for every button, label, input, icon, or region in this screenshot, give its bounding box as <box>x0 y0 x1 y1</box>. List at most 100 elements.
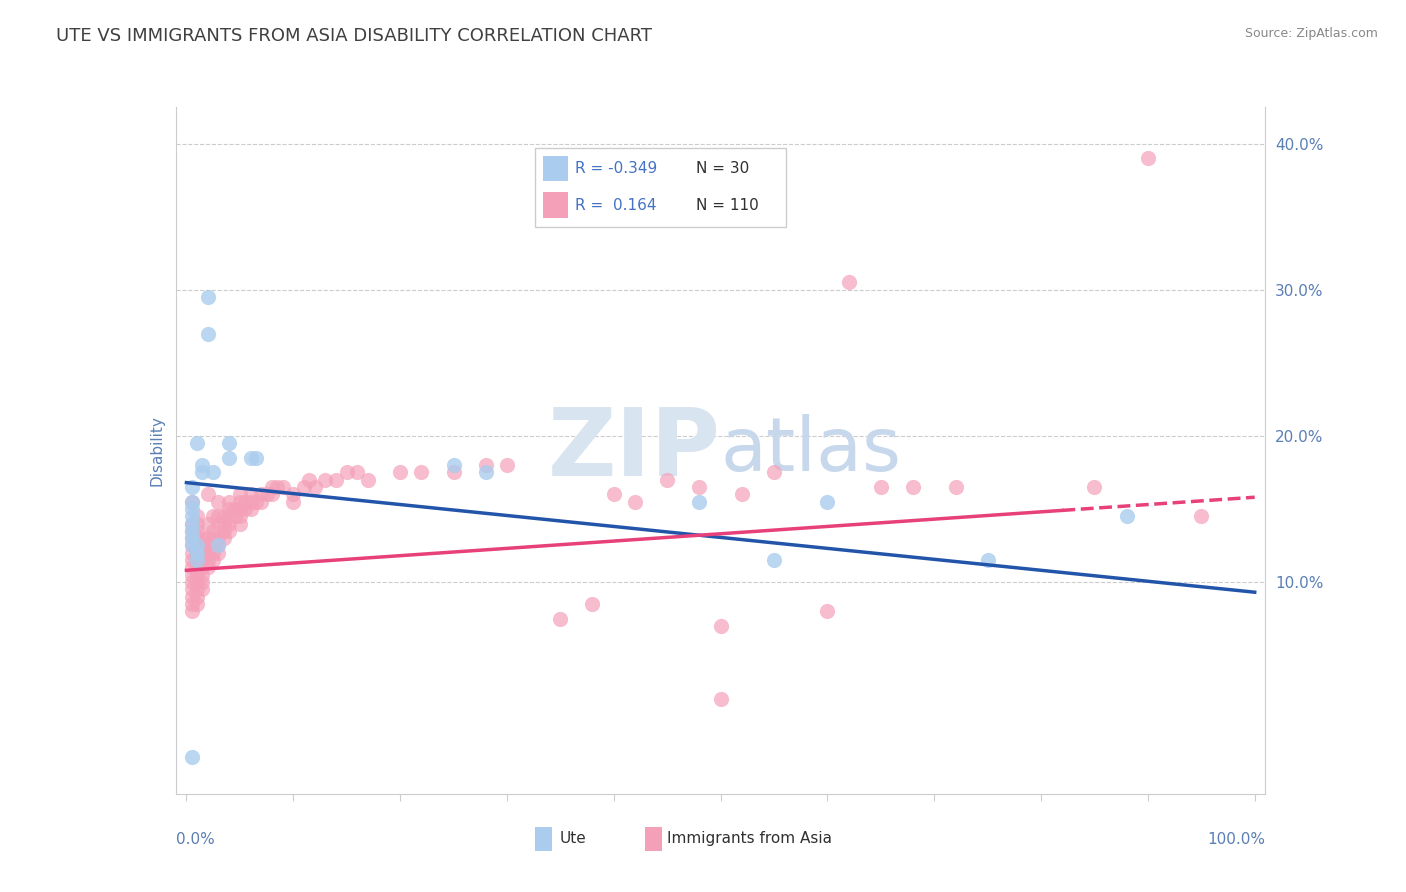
Point <box>186 546 208 560</box>
Point <box>976 553 998 567</box>
Point <box>218 436 240 450</box>
Point <box>411 466 433 480</box>
Point <box>186 553 208 567</box>
Text: N = 110: N = 110 <box>696 198 758 212</box>
Point <box>180 509 202 524</box>
Point <box>389 466 412 480</box>
Point <box>186 597 208 611</box>
Point <box>496 458 519 472</box>
Point <box>186 538 208 552</box>
Point <box>443 466 465 480</box>
Point <box>229 516 252 531</box>
Text: atlas: atlas <box>721 414 901 487</box>
Point <box>762 553 785 567</box>
Point <box>180 546 202 560</box>
Point <box>1136 151 1159 165</box>
Point <box>838 276 860 290</box>
Point <box>180 502 202 516</box>
Point <box>197 546 219 560</box>
Point <box>197 290 219 304</box>
Point <box>180 538 202 552</box>
Point <box>207 531 229 545</box>
Point <box>260 487 283 501</box>
Point <box>186 524 208 538</box>
Point <box>218 524 240 538</box>
Point <box>202 538 225 552</box>
Point <box>212 531 235 545</box>
Point <box>191 531 214 545</box>
Point <box>180 750 202 764</box>
Point <box>710 619 733 633</box>
Y-axis label: Disability: Disability <box>149 415 165 486</box>
Point <box>180 538 202 552</box>
Point <box>207 538 229 552</box>
Point <box>186 553 208 567</box>
Point <box>180 494 202 508</box>
Text: Immigrants from Asia: Immigrants from Asia <box>666 831 831 846</box>
Point <box>325 473 347 487</box>
Point <box>180 480 202 494</box>
Point <box>186 574 208 589</box>
Point <box>191 567 214 582</box>
Point <box>180 531 202 545</box>
Point <box>550 611 572 625</box>
Point <box>191 560 214 574</box>
Point <box>180 516 202 531</box>
Point <box>186 538 208 552</box>
Point <box>298 473 321 487</box>
Point <box>1189 509 1212 524</box>
Point <box>239 494 262 508</box>
Point <box>869 480 891 494</box>
Text: R = -0.349: R = -0.349 <box>575 161 658 177</box>
Point <box>202 553 225 567</box>
Point <box>197 560 219 574</box>
Point <box>212 509 235 524</box>
Point <box>180 531 202 545</box>
Point <box>180 524 202 538</box>
Point <box>271 480 294 494</box>
FancyBboxPatch shape <box>536 148 786 227</box>
Point <box>443 458 465 472</box>
Point <box>346 466 368 480</box>
Point <box>186 436 208 450</box>
Text: 0.0%: 0.0% <box>176 831 215 847</box>
Point <box>202 546 225 560</box>
Text: ZIP: ZIP <box>548 404 721 497</box>
Point <box>186 590 208 604</box>
Point <box>224 502 246 516</box>
Point <box>180 516 202 531</box>
Point <box>283 494 305 508</box>
Point <box>250 487 273 501</box>
Point <box>283 487 305 501</box>
Point <box>186 509 208 524</box>
Point <box>603 487 626 501</box>
Point <box>186 516 208 531</box>
Point <box>180 597 202 611</box>
Point <box>180 604 202 618</box>
Point <box>336 466 359 480</box>
Text: Source: ZipAtlas.com: Source: ZipAtlas.com <box>1244 27 1378 40</box>
Point <box>218 509 240 524</box>
Point <box>229 502 252 516</box>
Point <box>1083 480 1105 494</box>
Point <box>191 538 214 552</box>
Point <box>180 560 202 574</box>
Point <box>218 450 240 465</box>
Point <box>202 531 225 545</box>
Point <box>688 480 710 494</box>
Point <box>186 546 208 560</box>
Point <box>581 597 603 611</box>
Point <box>180 590 202 604</box>
Point <box>710 692 733 706</box>
Text: R =  0.164: R = 0.164 <box>575 198 657 212</box>
Point <box>815 604 838 618</box>
Point <box>245 494 267 508</box>
Point <box>624 494 647 508</box>
Point <box>212 524 235 538</box>
Point <box>207 494 229 508</box>
Point <box>180 567 202 582</box>
Point <box>239 450 262 465</box>
Text: Ute: Ute <box>560 831 586 846</box>
Point <box>191 582 214 597</box>
Point <box>688 494 710 508</box>
